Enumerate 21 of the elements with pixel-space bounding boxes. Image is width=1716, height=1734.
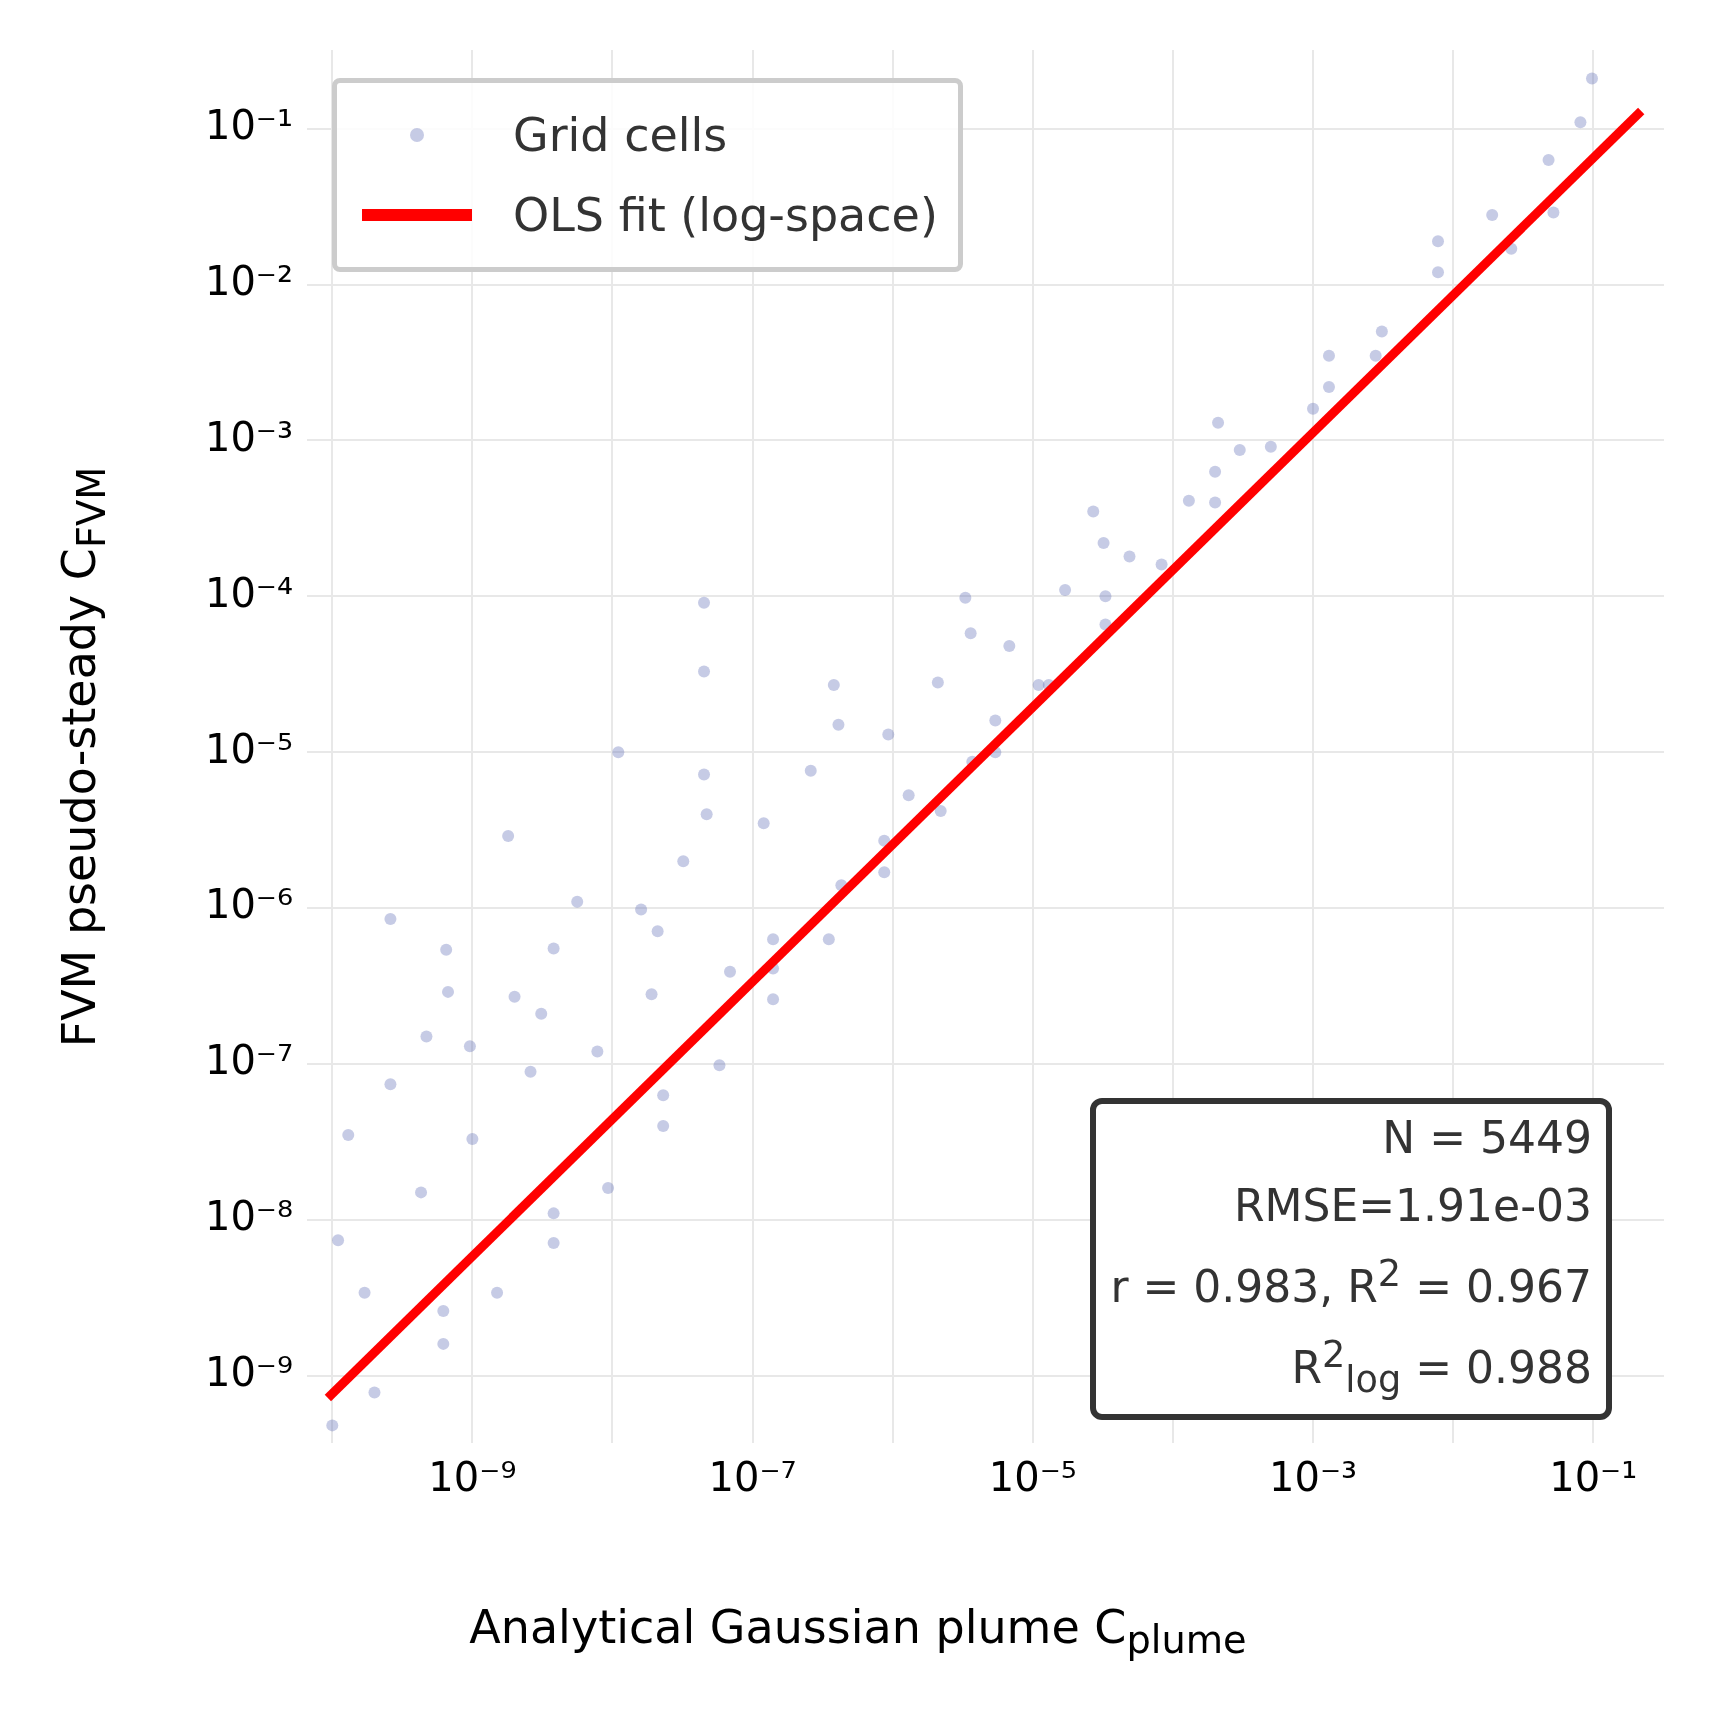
x-tick-label: 10⁻³ <box>1268 1454 1358 1501</box>
x-tick-label: 10⁻⁷ <box>708 1454 797 1501</box>
y-tick-label: 10⁻⁹ <box>204 1349 293 1396</box>
y-tick-label: 10⁻³ <box>204 413 293 460</box>
y-tick-label: 10⁻¹ <box>204 102 293 149</box>
annotation: R$^{2}$$_{log}$ = 0.988 <box>1290 1331 1592 1404</box>
x-tick-label: 10⁻¹ <box>1549 1454 1638 1501</box>
x-tick-label: 10⁻⁹ <box>428 1454 517 1501</box>
y-tick-label: 10⁻⁴ <box>204 569 293 616</box>
legend-label: OLS fit (log-space) <box>513 188 938 242</box>
y-tick-label: 10⁻⁸ <box>204 1193 293 1240</box>
annotation: r = 0.983, R$^{2}$ = 0.967 <box>1110 1251 1592 1314</box>
legend-label: Grid cells <box>513 108 728 162</box>
y-tick-label: 10⁻⁶ <box>204 881 293 928</box>
x-tick-label: 10⁻⁵ <box>988 1454 1077 1501</box>
x-axis-title: Analytical Gaussian plume C$_{plume}$ <box>468 1600 1248 1663</box>
y-tick-label: 10⁻⁵ <box>204 725 293 772</box>
y-tick-label: 10⁻⁷ <box>204 1037 293 1084</box>
y-tick-label: 10⁻² <box>204 258 293 304</box>
annotation: N = 5449 <box>1381 1111 1592 1165</box>
annotation: RMSE=1.91e-03 <box>1232 1179 1592 1233</box>
